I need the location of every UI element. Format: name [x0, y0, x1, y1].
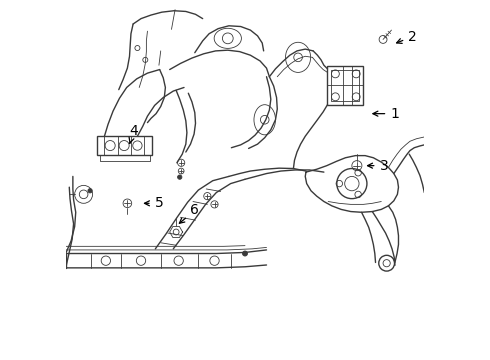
- Text: 5: 5: [145, 196, 163, 210]
- Text: 4: 4: [129, 123, 138, 143]
- Text: 2: 2: [396, 30, 417, 44]
- Circle shape: [177, 175, 182, 179]
- Text: 1: 1: [373, 107, 399, 121]
- Bar: [331, 69, 359, 101]
- Circle shape: [243, 251, 247, 256]
- Text: 6: 6: [179, 203, 199, 223]
- Circle shape: [88, 189, 92, 193]
- Text: 3: 3: [368, 159, 388, 173]
- Bar: [327, 66, 363, 105]
